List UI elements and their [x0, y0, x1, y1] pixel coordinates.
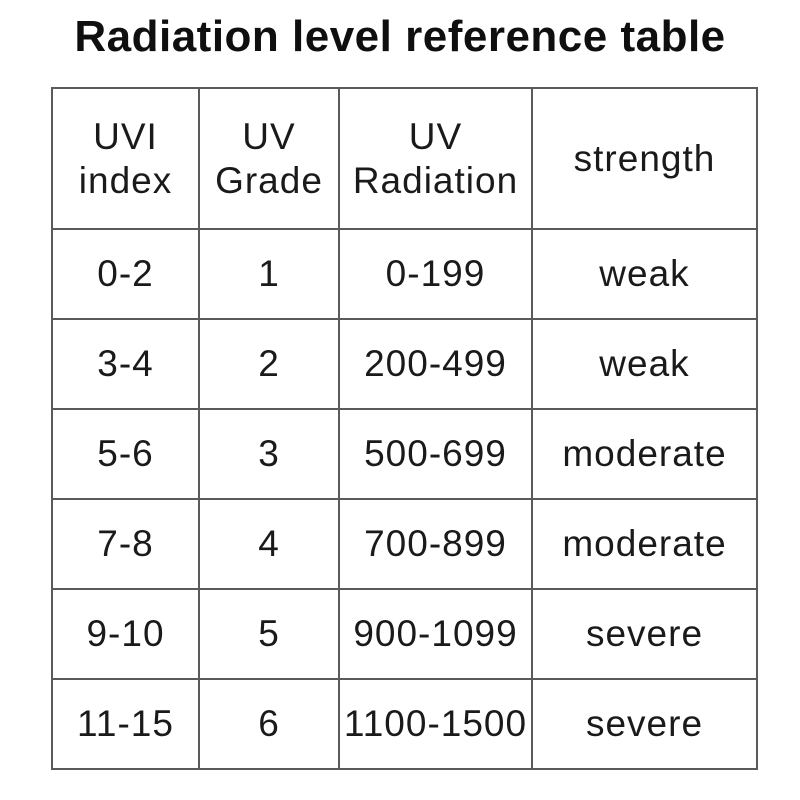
- header-row: UVI index UV Grade UV Radiation strength: [51, 87, 758, 230]
- table-row: 7-8 4 700-899 moderate: [51, 498, 758, 590]
- cell-uvi-index: 3-4: [51, 318, 200, 410]
- cell-uvi-index: 0-2: [51, 228, 200, 320]
- cell-uv-radiation: 200-499: [338, 318, 533, 410]
- cell-uvi-index: 9-10: [51, 588, 200, 680]
- table-row: 11-15 6 1100-1500 severe: [51, 678, 758, 770]
- cell-uv-radiation: 500-699: [338, 408, 533, 500]
- cell-strength: weak: [531, 318, 758, 410]
- cell-strength: severe: [531, 678, 758, 770]
- cell-uv-grade: 6: [198, 678, 340, 770]
- col-header-uv-radiation: UV Radiation: [338, 87, 533, 230]
- cell-uv-radiation: 0-199: [338, 228, 533, 320]
- col-header-uvi-index: UVI index: [51, 87, 200, 230]
- cell-uv-radiation: 1100-1500: [338, 678, 533, 770]
- cell-uv-radiation: 900-1099: [338, 588, 533, 680]
- cell-uv-grade: 3: [198, 408, 340, 500]
- table-row: 9-10 5 900-1099 severe: [51, 588, 758, 680]
- cell-uv-grade: 5: [198, 588, 340, 680]
- cell-strength: weak: [531, 228, 758, 320]
- cell-uvi-index: 7-8: [51, 498, 200, 590]
- table-row: 0-2 1 0-199 weak: [51, 228, 758, 320]
- cell-uv-grade: 4: [198, 498, 340, 590]
- cell-uv-grade: 1: [198, 228, 340, 320]
- table-row: 3-4 2 200-499 weak: [51, 318, 758, 410]
- page-title: Radiation level reference table: [74, 12, 726, 61]
- cell-strength: severe: [531, 588, 758, 680]
- cell-strength: moderate: [531, 498, 758, 590]
- cell-uv-radiation: 700-899: [338, 498, 533, 590]
- col-header-strength: strength: [531, 87, 758, 230]
- cell-strength: moderate: [531, 408, 758, 500]
- table-row: 5-6 3 500-699 moderate: [51, 408, 758, 500]
- cell-uvi-index: 11-15: [51, 678, 200, 770]
- cell-uvi-index: 5-6: [51, 408, 200, 500]
- col-header-uv-grade: UV Grade: [198, 87, 340, 230]
- cell-uv-grade: 2: [198, 318, 340, 410]
- radiation-reference-table: UVI index UV Grade UV Radiation strength…: [51, 87, 758, 770]
